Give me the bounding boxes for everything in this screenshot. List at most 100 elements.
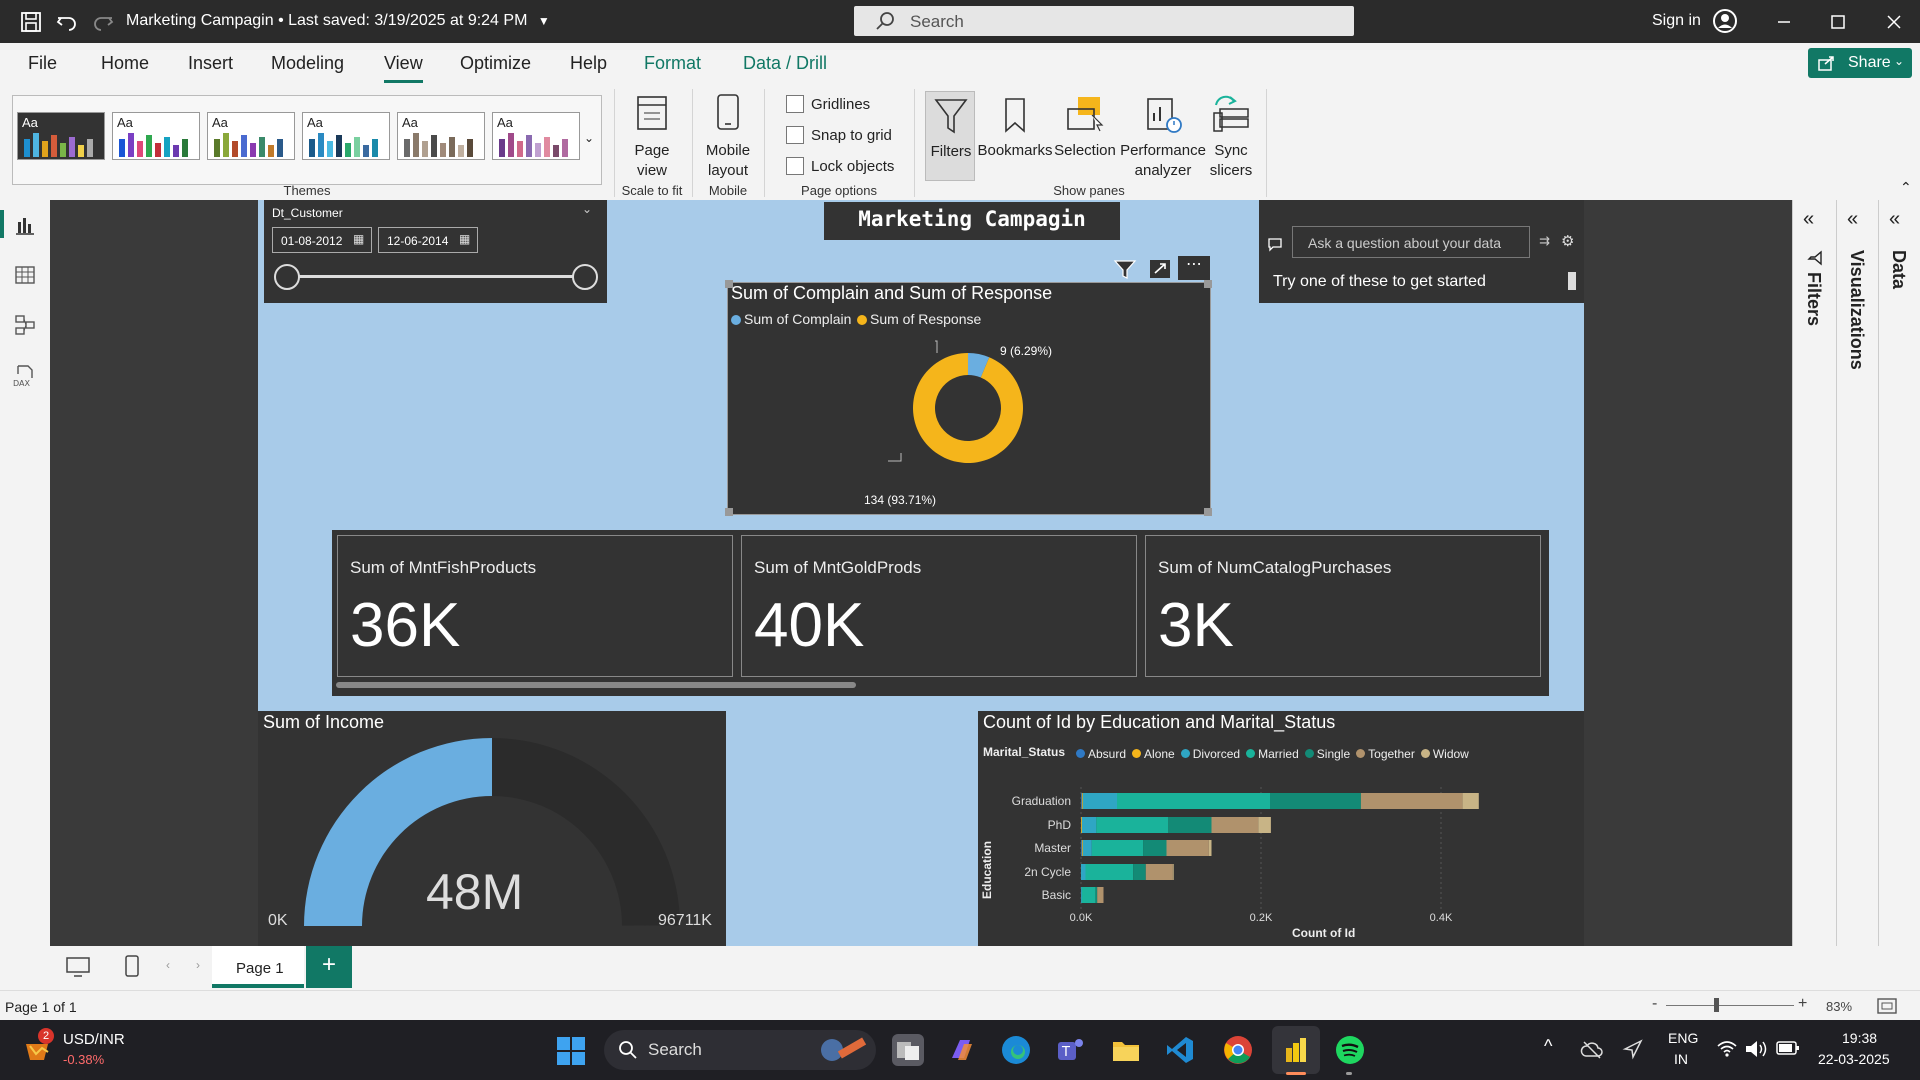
education-bar-chart-visual[interactable]: Count of Id by Education and Marital_Sta… — [978, 711, 1584, 946]
visualizations-pane[interactable]: « Visualizations — [1836, 200, 1878, 946]
qa-input[interactable]: Ask a question about your data — [1292, 226, 1530, 258]
kpi-card-fish[interactable]: Sum of MntFishProducts 36K — [337, 535, 733, 677]
menu-data-drill[interactable]: Data / Drill — [743, 53, 828, 73]
calendar-icon[interactable]: ▦ — [459, 232, 471, 246]
chevron-down-icon[interactable]: ▼ — [537, 14, 550, 28]
bar-segment-married[interactable] — [1096, 817, 1169, 833]
share-button[interactable]: Share ⌄ — [1808, 48, 1912, 78]
cloud-offline-icon[interactable] — [1580, 1038, 1604, 1062]
bar-segment-widow[interactable] — [1208, 840, 1212, 856]
bar-segment-widow[interactable] — [1462, 793, 1479, 809]
performance-analyzer-button[interactable]: Performance analyzer — [1120, 91, 1206, 181]
collapse-left-icon[interactable]: « — [1847, 208, 1859, 230]
vscode-icon[interactable] — [1164, 1034, 1196, 1066]
menu-view[interactable]: View — [384, 53, 423, 83]
bar-segment-absurd[interactable] — [1081, 793, 1082, 809]
collapse-left-icon[interactable]: « — [1803, 208, 1815, 230]
search-input[interactable]: Search — [854, 6, 1354, 36]
legend-item-alone[interactable]: Alone — [1132, 747, 1175, 761]
chevron-down-icon[interactable]: ⌄ — [582, 202, 593, 216]
donut-chart-visual[interactable]: Sum of Complain and Sum of Response Sum … — [725, 280, 1212, 516]
fit-to-page-icon[interactable] — [1876, 997, 1898, 1015]
bar-segment-married[interactable] — [1085, 864, 1134, 880]
save-icon[interactable] — [18, 9, 44, 35]
bar-segment-together[interactable] — [1360, 793, 1463, 809]
dax-query-view-icon[interactable]: DAX — [12, 364, 38, 388]
table-view-icon[interactable] — [14, 264, 36, 286]
resize-handle[interactable] — [725, 508, 733, 516]
zoom-out-button[interactable]: - — [1652, 995, 1658, 1012]
chevron-left-icon[interactable]: ‹ — [166, 958, 170, 972]
snap-to-grid-checkbox[interactable] — [786, 126, 804, 144]
data-pane[interactable]: « Data — [1878, 200, 1920, 946]
filters-pane[interactable]: « Filters — [1792, 200, 1836, 946]
themes-expand-icon[interactable]: ⌄ — [584, 131, 595, 145]
legend-label-complain[interactable]: Sum of Complain — [744, 311, 852, 327]
sync-slicers-button[interactable]: Sync slicers — [1206, 91, 1256, 181]
slider-handle-start[interactable] — [274, 264, 300, 290]
donut-slice-response[interactable] — [913, 353, 1023, 463]
copilot-icon[interactable] — [946, 1034, 978, 1066]
wifi-icon[interactable] — [1716, 1038, 1738, 1060]
stocks-widget-icon[interactable] — [22, 1032, 52, 1066]
collapse-left-icon[interactable]: « — [1889, 208, 1901, 230]
kpi-card-catalog[interactable]: Sum of NumCatalogPurchases 3K — [1145, 535, 1541, 677]
gear-icon[interactable]: ⚙ — [1561, 233, 1575, 250]
filter-icon[interactable] — [1112, 258, 1138, 280]
bar-segment-together[interactable] — [1145, 864, 1173, 880]
bar-segment-alone[interactable] — [1081, 793, 1083, 809]
legend-item-together[interactable]: Together — [1356, 747, 1415, 761]
donut-slice-complain[interactable] — [968, 353, 990, 378]
bar-segment-divorced[interactable] — [1082, 840, 1092, 856]
bar-segment-alone[interactable] — [1081, 817, 1082, 833]
filters-pane-button[interactable]: Filters — [925, 91, 975, 181]
bar-segment-together[interactable] — [1211, 817, 1259, 833]
taskbar-search[interactable]: Search — [604, 1030, 876, 1070]
menu-format[interactable]: Format — [644, 53, 702, 73]
date-slicer[interactable]: Dt_Customer ⌄ 01-08-2012 ▦ 12-06-2014 ▦ — [264, 200, 607, 303]
undo-icon[interactable] — [54, 9, 80, 35]
location-icon[interactable] — [1622, 1038, 1644, 1060]
zoom-in-button[interactable]: + — [1798, 995, 1808, 1012]
maximize-icon[interactable] — [1826, 10, 1850, 34]
windows-start-icon[interactable] — [556, 1036, 586, 1066]
edge-icon[interactable] — [1000, 1034, 1032, 1066]
resize-handle[interactable] — [1204, 508, 1212, 516]
account-icon[interactable] — [1712, 8, 1738, 34]
legend-item-single[interactable]: Single — [1304, 747, 1350, 761]
teams-icon[interactable]: T — [1054, 1034, 1086, 1066]
qa-suggestions-icon[interactable]: ⇉ — [1539, 233, 1550, 248]
start-date-input[interactable]: 01-08-2012 ▦ — [272, 227, 372, 253]
theme-innovate[interactable]: Aa — [112, 112, 200, 160]
powerbi-icon[interactable] — [1280, 1034, 1312, 1066]
bar-segment-married[interactable] — [1117, 793, 1270, 809]
zoom-slider-track[interactable] — [1666, 1005, 1794, 1006]
zoom-slider-thumb[interactable] — [1714, 998, 1719, 1012]
menu-modeling[interactable]: Modeling — [271, 53, 345, 73]
chevron-up-icon[interactable]: ^ — [1544, 1036, 1553, 1056]
mobile-layout-icon[interactable] — [124, 954, 140, 980]
collapse-ribbon-icon[interactable]: ⌃ — [1900, 179, 1912, 195]
bar-segment-single[interactable] — [1133, 864, 1146, 880]
legend-label-response[interactable]: Sum of Response — [870, 311, 982, 327]
bar-segment-single[interactable] — [1270, 793, 1361, 809]
legend-item-widow[interactable]: Widow — [1420, 747, 1469, 761]
page-view-button[interactable]: Page view — [622, 91, 682, 179]
bookmarks-pane-button[interactable]: Bookmarks — [977, 91, 1053, 181]
bar-segment-widow[interactable] — [1172, 864, 1174, 880]
bar-segment-divorced[interactable] — [1081, 864, 1086, 880]
scrollbar[interactable] — [1568, 272, 1576, 290]
document-title[interactable]: Marketing Campagin • Last saved: 3/19/20… — [126, 12, 550, 30]
end-date-input[interactable]: 12-06-2014 ▦ — [378, 227, 478, 253]
bar-segment-divorced[interactable] — [1081, 817, 1097, 833]
menu-file[interactable]: File — [28, 53, 58, 73]
language-code[interactable]: ENG — [1668, 1030, 1699, 1046]
resize-handle[interactable] — [725, 280, 733, 288]
gridlines-checkbox[interactable] — [786, 95, 804, 113]
bar-segment-single[interactable] — [1095, 887, 1098, 903]
file-explorer-icon[interactable] — [1110, 1034, 1142, 1066]
ticker-name[interactable]: USD/INR — [63, 1031, 125, 1048]
model-view-icon[interactable] — [14, 314, 36, 336]
theme-dark[interactable]: Aa — [17, 112, 105, 160]
bar-segment-together[interactable] — [1166, 840, 1209, 856]
